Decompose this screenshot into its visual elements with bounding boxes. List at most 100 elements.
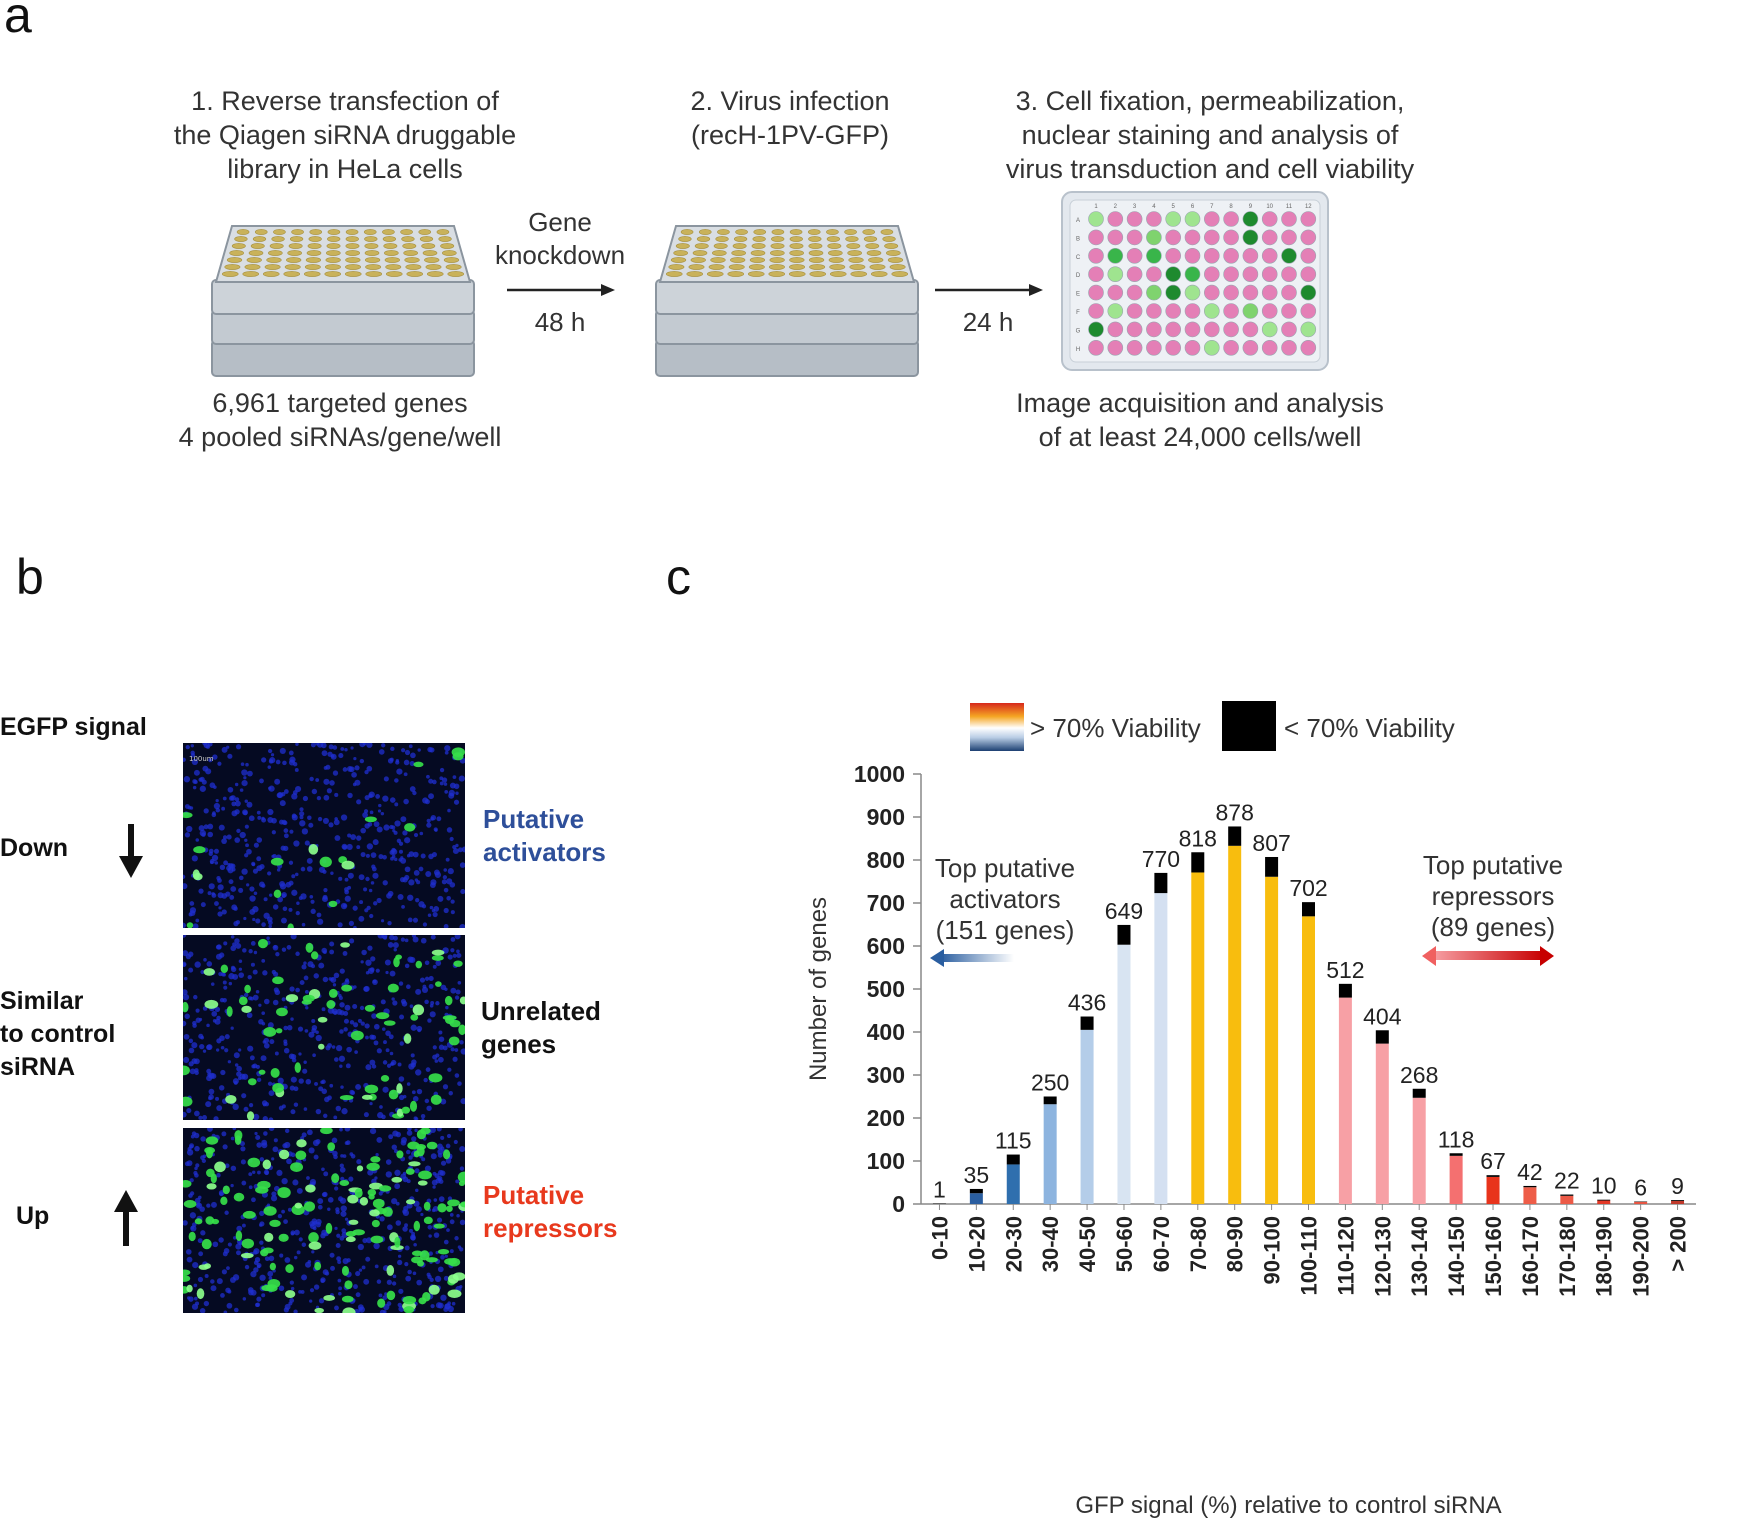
nucleus (404, 938, 409, 943)
bar-nonviable (1523, 1185, 1537, 1188)
nucleus (206, 1075, 213, 1082)
nucleus (230, 935, 235, 939)
gfp-cell (369, 1209, 380, 1217)
plate-row-label: B (1076, 236, 1080, 242)
nucleus (421, 1118, 425, 1120)
nucleus (351, 771, 357, 778)
gfp-cell (285, 994, 299, 1003)
nucleus (328, 977, 333, 981)
plate-well (848, 257, 864, 263)
nucleus (450, 948, 455, 953)
nucleus (389, 970, 396, 977)
nucleus (230, 1026, 234, 1030)
nucleus (279, 880, 286, 887)
plate-well (303, 271, 321, 277)
gfp-cell (265, 1284, 278, 1292)
plate-well (717, 229, 730, 235)
bar-value-label: 649 (1105, 898, 1143, 924)
nucleus (329, 780, 335, 786)
bar-nonviable (1597, 1199, 1611, 1201)
nucleus (428, 853, 434, 860)
nucleus (205, 1101, 212, 1108)
nucleus (408, 744, 413, 749)
nucleus (421, 1157, 426, 1162)
gfp-cell (458, 1024, 465, 1036)
plate-col-label: 2 (1114, 204, 1118, 210)
activators-arrow (930, 949, 1014, 967)
nucleus (202, 1154, 207, 1159)
nucleus (307, 1129, 313, 1136)
nucleus (279, 1253, 284, 1258)
nucleus (299, 820, 306, 827)
nucleus (297, 1026, 304, 1032)
nucleus (414, 1168, 420, 1174)
nucleus (268, 1255, 275, 1262)
nucleus (367, 945, 373, 951)
bar-nonviable (1117, 924, 1131, 945)
gfp-cell (323, 1294, 335, 1301)
nucleus (249, 886, 255, 892)
nucleus (460, 889, 465, 895)
nucleus (261, 883, 266, 888)
nucleus (281, 1104, 286, 1109)
nucleus (334, 1226, 338, 1231)
nucleus (425, 871, 432, 878)
nucleus (273, 945, 277, 949)
nucleus (253, 891, 258, 896)
nucleus (413, 1243, 417, 1247)
nucleus (289, 756, 296, 763)
plate-well (751, 243, 766, 249)
nucleus (247, 1287, 254, 1293)
nucleus (239, 1073, 246, 1080)
gfp-cell (247, 1078, 257, 1086)
nucleus (230, 965, 236, 970)
plate-well (829, 271, 847, 277)
gfp-cell (356, 1165, 364, 1172)
plate-well (382, 229, 395, 235)
nucleus (219, 1191, 224, 1197)
nucleus (302, 1068, 308, 1074)
nucleus (259, 1274, 266, 1281)
nucleus (330, 871, 334, 875)
nucleus (340, 1205, 347, 1212)
bar-value-label: 807 (1252, 830, 1290, 856)
nucleus (300, 893, 307, 900)
gfp-cell (270, 857, 284, 866)
nucleus (334, 1057, 339, 1062)
nucleus (225, 891, 231, 897)
plate-well (284, 264, 301, 270)
plate-well (422, 250, 438, 256)
nucleus (320, 1278, 325, 1284)
nucleus (365, 876, 370, 882)
up-arrow-icon (114, 1190, 138, 1246)
nucleus (184, 1013, 190, 1019)
nucleus (201, 779, 207, 785)
nucleus (346, 843, 353, 850)
result-well (1184, 229, 1201, 246)
result-well (1204, 248, 1220, 264)
gfp-cell (233, 1192, 245, 1202)
plate-well (827, 243, 842, 249)
gfp-cell (206, 1183, 217, 1190)
bar-viable (1080, 1029, 1094, 1204)
nucleus (376, 826, 383, 833)
step2-text: 2. Virus infection (recH-1PV-GFP) (690, 86, 890, 150)
result-well (1300, 266, 1317, 282)
plate-well (708, 264, 725, 270)
nucleus (301, 828, 309, 835)
nucleus (419, 831, 424, 836)
nucleus (447, 1067, 452, 1072)
plate-well (789, 250, 804, 256)
gfp-cell (416, 1145, 425, 1157)
plate-well (363, 229, 377, 235)
nucleus (281, 1177, 288, 1185)
x-tick-label: 60-70 (1149, 1216, 1174, 1272)
nucleus (364, 1023, 370, 1029)
nucleus (199, 829, 207, 837)
plate-well (325, 257, 341, 263)
gfp-cell (264, 1232, 274, 1242)
panel-a-letter: a (4, 0, 32, 43)
gfp-cell (428, 1073, 443, 1083)
bar-viable (1154, 893, 1168, 1204)
bar-value-label: 22 (1554, 1168, 1580, 1194)
